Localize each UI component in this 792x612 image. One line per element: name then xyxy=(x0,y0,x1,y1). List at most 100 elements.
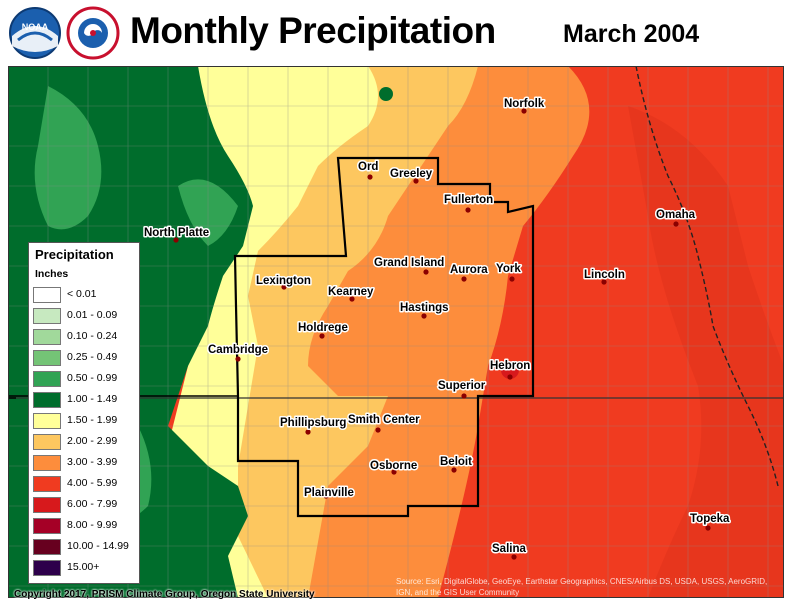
city-label-lincoln: Lincoln xyxy=(584,269,625,281)
missouri-river xyxy=(635,66,779,487)
legend-title: Precipitation xyxy=(35,247,114,262)
city-label-phillipsburg: Phillipsburg xyxy=(280,417,346,429)
legend-label: < 0.01 xyxy=(67,288,97,300)
legend-swatch xyxy=(33,434,61,450)
city-label-plainville: Plainville xyxy=(304,487,354,499)
legend-row: 3.00 - 3.99 xyxy=(33,455,137,471)
legend-row: 15.00+ xyxy=(33,560,137,576)
city-dot-lexington[interactable] xyxy=(281,284,287,290)
legend-label: 0.25 - 0.49 xyxy=(67,351,118,363)
city-label-superior: Superior xyxy=(438,380,486,392)
city-label-aurora: Aurora xyxy=(450,264,488,276)
legend-row: 4.00 - 5.99 xyxy=(33,476,137,492)
legend-swatch xyxy=(33,371,61,387)
legend-row: < 0.01 xyxy=(33,287,137,303)
city-label-norfolk: Norfolk xyxy=(504,98,545,110)
city-dot-ord[interactable] xyxy=(367,174,373,180)
city-label-greeley: Greeley xyxy=(390,168,433,180)
city-label-york: York xyxy=(496,263,521,275)
precip-spot-hebron xyxy=(501,361,519,379)
city-label-salina: Salina xyxy=(492,543,526,555)
legend-row: 0.10 - 0.24 xyxy=(33,329,137,345)
city-label-beloit: Beloit xyxy=(440,456,472,468)
legend-row: 1.50 - 1.99 xyxy=(33,413,137,429)
city-dot-omaha[interactable] xyxy=(673,221,679,227)
legend-label: 1.00 - 1.49 xyxy=(67,393,118,405)
legend-units: Inches xyxy=(35,268,69,280)
legend-swatch xyxy=(33,518,61,534)
legend-label: 8.00 - 9.99 xyxy=(67,519,118,531)
city-dot-lincoln[interactable] xyxy=(601,279,607,285)
map-header: NOAA Monthly Precipitation March 2004 xyxy=(0,0,792,66)
svg-text:NOAA: NOAA xyxy=(22,22,49,32)
legend-row: 0.01 - 0.09 xyxy=(33,308,137,324)
legend-label: 15.00+ xyxy=(67,561,100,573)
city-label-grand-island: Grand Island xyxy=(374,257,444,269)
city-label-fullerton: Fullerton xyxy=(444,194,493,206)
legend-swatch xyxy=(33,287,61,303)
city-dot-smith-center[interactable] xyxy=(375,427,381,433)
city-dot-holdrege[interactable] xyxy=(319,333,325,339)
city-dot-fullerton[interactable] xyxy=(465,207,471,213)
legend-row: 0.50 - 0.99 xyxy=(33,371,137,387)
legend-row: 10.00 - 14.99 xyxy=(33,539,137,555)
legend-row: 8.00 - 9.99 xyxy=(33,518,137,534)
city-dot-hebron[interactable] xyxy=(507,374,513,380)
precip-zone-east-core xyxy=(628,106,784,598)
city-label-topeka: Topeka xyxy=(690,513,730,525)
city-label-smith-center: Smith Center xyxy=(348,414,420,426)
city-label-hebron: Hebron xyxy=(490,360,530,372)
wfo-boundary xyxy=(233,156,535,518)
city-dot-beloit[interactable] xyxy=(451,467,457,473)
city-label-osborne: Osborne xyxy=(370,460,417,472)
city-label-hastings: Hastings xyxy=(400,302,449,314)
city-label-lexington: Lexington xyxy=(256,275,311,287)
city-dot-north-platte[interactable] xyxy=(173,237,179,243)
city-dot-kearney[interactable] xyxy=(349,296,355,302)
city-dot-osborne[interactable] xyxy=(391,469,397,475)
map-title: Monthly Precipitation xyxy=(130,10,496,51)
legend-swatch xyxy=(33,329,61,345)
legend-row: 1.00 - 1.49 xyxy=(33,392,137,408)
city-dot-norfolk[interactable] xyxy=(521,108,527,114)
city-dot-york[interactable] xyxy=(509,276,515,282)
copyright-notice: Copyright 2017, PRISM Climate Group, Ore… xyxy=(14,589,315,600)
legend-label: 3.00 - 3.99 xyxy=(67,456,118,468)
basemap-sources: Source: Esri, DigitalGlobe, GeoEye, Eart… xyxy=(396,577,768,597)
city-markers: Norfolk Ord Greeley Fullerton North Plat… xyxy=(143,97,732,560)
city-dot-hastings[interactable] xyxy=(421,313,427,319)
map-period: March 2004 xyxy=(563,20,700,48)
legend-label: 0.01 - 0.09 xyxy=(67,309,118,321)
city-label-cambridge: Cambridge xyxy=(208,344,268,356)
legend-swatch xyxy=(33,476,61,492)
city-dot-grand-island[interactable] xyxy=(423,269,429,275)
legend-label: 4.00 - 5.99 xyxy=(67,477,118,489)
legend-row: 0.25 - 0.49 xyxy=(33,350,137,366)
legend-row: 6.00 - 7.99 xyxy=(33,497,137,513)
legend-label: 10.00 - 14.99 xyxy=(67,540,129,552)
legend-swatch xyxy=(33,455,61,471)
legend-swatch xyxy=(33,560,61,576)
city-dot-salina[interactable] xyxy=(511,554,517,560)
city-dot-phillipsburg[interactable] xyxy=(305,429,311,435)
city-label-ord: Ord xyxy=(358,161,378,173)
legend-label: 6.00 - 7.99 xyxy=(67,498,118,510)
city-dot-cambridge[interactable] xyxy=(235,356,241,362)
legend-swatch xyxy=(33,539,61,555)
legend-swatch xyxy=(33,308,61,324)
legend-swatch xyxy=(33,413,61,429)
city-dot-topeka[interactable] xyxy=(705,525,711,531)
city-dot-aurora[interactable] xyxy=(461,276,467,282)
legend-swatch xyxy=(33,350,61,366)
city-dot-superior[interactable] xyxy=(461,393,467,399)
legend-label: 1.50 - 1.99 xyxy=(67,414,118,426)
city-dot-greeley[interactable] xyxy=(413,178,419,184)
city-label-north-platte: North Platte xyxy=(144,227,209,239)
legend-label: 0.50 - 0.99 xyxy=(67,372,118,384)
legend-label: 0.10 - 0.24 xyxy=(67,330,118,342)
legend-row: 2.00 - 2.99 xyxy=(33,434,137,450)
city-dot-plainville[interactable] xyxy=(323,493,329,499)
nws-logo xyxy=(66,6,120,60)
precip-zone-0-5-1 xyxy=(34,86,102,230)
legend-label: 2.00 - 2.99 xyxy=(67,435,118,447)
